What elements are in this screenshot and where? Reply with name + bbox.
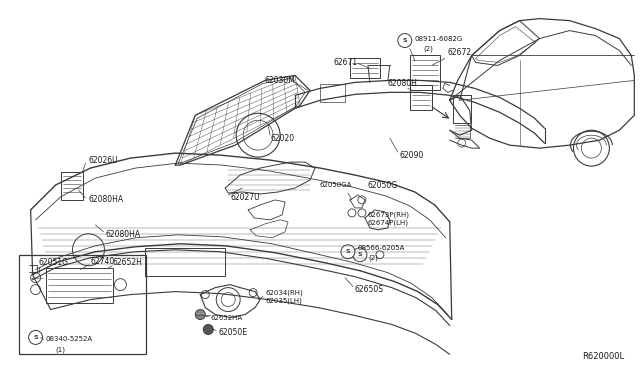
Text: 62030M: 62030M bbox=[264, 76, 295, 85]
Circle shape bbox=[398, 33, 412, 48]
Text: 08566-6205A: 08566-6205A bbox=[358, 245, 405, 251]
Text: 62020: 62020 bbox=[270, 134, 294, 143]
Text: S: S bbox=[33, 335, 38, 340]
Bar bbox=[19, 255, 147, 355]
Text: 62673P(RH): 62673P(RH) bbox=[368, 212, 410, 218]
Text: S: S bbox=[358, 252, 362, 257]
Circle shape bbox=[204, 324, 213, 334]
Text: 08340-5252A: 08340-5252A bbox=[45, 336, 93, 342]
Text: 62035(LH): 62035(LH) bbox=[265, 297, 302, 304]
Text: 62050GA: 62050GA bbox=[320, 182, 353, 188]
Text: 62672: 62672 bbox=[448, 48, 472, 57]
Text: 62034(RH): 62034(RH) bbox=[265, 289, 303, 296]
Text: 62026U: 62026U bbox=[88, 155, 118, 164]
Text: 62650S: 62650S bbox=[355, 285, 384, 294]
Text: (2): (2) bbox=[368, 254, 378, 261]
Text: 62051G: 62051G bbox=[38, 258, 68, 267]
Circle shape bbox=[353, 248, 367, 262]
Text: 62671: 62671 bbox=[334, 58, 358, 67]
Text: R620000L: R620000L bbox=[582, 352, 625, 361]
Circle shape bbox=[195, 310, 205, 320]
Text: 62080H: 62080H bbox=[388, 79, 418, 88]
Text: 62050E: 62050E bbox=[218, 328, 247, 337]
Circle shape bbox=[341, 245, 355, 259]
Bar bbox=[350, 58, 380, 78]
Text: (2): (2) bbox=[424, 45, 434, 52]
Bar bbox=[45, 268, 113, 302]
Text: 62674P(LH): 62674P(LH) bbox=[368, 219, 409, 226]
Text: 62080HA: 62080HA bbox=[88, 195, 124, 205]
Text: S: S bbox=[346, 249, 350, 254]
Bar bbox=[410, 55, 440, 90]
Text: 62027U: 62027U bbox=[230, 193, 260, 202]
Text: 62050G: 62050G bbox=[368, 180, 398, 189]
Bar bbox=[61, 172, 83, 200]
Bar bbox=[410, 86, 432, 110]
Bar bbox=[452, 95, 470, 123]
Text: 62090: 62090 bbox=[400, 151, 424, 160]
Text: 08911-6082G: 08911-6082G bbox=[415, 36, 463, 42]
Text: 62652H: 62652H bbox=[113, 258, 142, 267]
Text: (1): (1) bbox=[56, 346, 65, 353]
Text: 62652HA: 62652HA bbox=[210, 314, 243, 321]
Circle shape bbox=[29, 330, 43, 344]
Bar bbox=[320, 84, 345, 102]
Bar bbox=[145, 248, 225, 276]
Text: 62080HA: 62080HA bbox=[106, 230, 141, 239]
Text: S: S bbox=[403, 38, 407, 43]
Text: 62740: 62740 bbox=[90, 257, 115, 266]
